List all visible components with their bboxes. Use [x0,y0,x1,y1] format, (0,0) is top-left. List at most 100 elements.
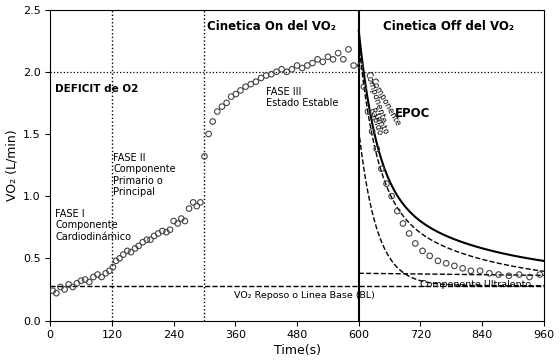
Point [458,265,467,271]
Point [64,282,73,287]
Point [52,290,61,296]
Point [262,73,270,78]
Point [146,237,155,242]
Point [162,229,171,235]
Point [158,228,167,234]
Text: Componente: Componente [363,70,388,124]
Point [282,69,291,75]
Point [115,256,124,261]
Point [344,46,353,52]
Point [324,54,333,60]
Point [515,272,524,277]
Text: FASE III
Estado Estable: FASE III Estado Estable [266,87,339,108]
Point [123,248,132,254]
Point [150,233,158,239]
Point [363,109,372,114]
Point [393,208,402,214]
Point [236,87,245,93]
Point [173,221,182,227]
Point [525,274,534,280]
Point [535,272,544,277]
Point [93,272,102,277]
Text: FASE II
Componente
Primario o
Principal: FASE II Componente Primario o Principal [114,152,176,197]
Point [505,273,514,279]
Point [475,268,484,274]
Point [109,264,118,270]
Point [349,63,358,69]
Point [217,104,226,110]
Text: Lento: Lento [370,111,390,136]
Point [177,216,186,221]
Point [77,278,86,284]
Point [222,100,231,106]
Point [382,181,391,187]
Point [287,66,296,72]
Point [277,66,286,72]
Point [97,274,106,280]
Point [208,119,217,125]
Point [329,56,338,62]
Point [231,91,240,97]
Text: Componente: Componente [367,76,402,128]
Point [142,237,151,242]
Point [450,263,459,269]
Point [85,279,94,285]
Point [405,231,414,236]
Point [227,94,236,99]
Point [130,245,139,251]
Text: EPOC: EPOC [395,107,430,119]
Point [185,206,194,212]
Point [272,69,281,75]
Point [60,286,69,292]
Text: Rápido: Rápido [366,106,384,136]
Point [485,270,494,276]
Point [192,203,201,209]
Point [204,131,213,137]
Point [494,272,503,277]
Point [334,50,343,56]
Point [303,63,312,69]
Point [241,84,250,90]
Point [166,227,175,233]
Point [433,258,442,264]
Point [169,218,178,224]
Point [267,72,276,77]
Point [360,84,368,90]
Point [246,81,255,87]
Point [89,274,98,280]
Point [153,231,162,236]
Point [442,260,451,266]
Text: DEFICIT de O2: DEFICIT de O2 [55,84,139,94]
Point [399,221,408,227]
Point [356,63,365,69]
Point [127,249,136,255]
Point [372,146,381,152]
Point [213,109,222,114]
Point [318,59,327,65]
Point [111,258,120,264]
Point [48,288,57,294]
Point [251,79,260,85]
Point [466,268,475,274]
Point [308,60,317,66]
Point [377,166,386,172]
Point [200,154,209,159]
Point [196,200,205,205]
Point [292,63,301,69]
Point [101,270,110,276]
Text: FASE I
Componente
Cardiodinámico: FASE I Componente Cardiodinámico [55,209,132,242]
Point [367,129,376,134]
Point [72,280,81,286]
Point [138,239,147,245]
Point [313,56,322,62]
Point [387,193,396,199]
Point [180,218,189,224]
Point [68,284,77,290]
Point [256,75,265,81]
Point [119,252,128,257]
Point [425,253,434,259]
Point [339,56,348,62]
Point [411,241,420,246]
Text: VO₂ Reposo o Linea Base (BL): VO₂ Reposo o Linea Base (BL) [234,291,375,300]
Point [105,268,114,274]
